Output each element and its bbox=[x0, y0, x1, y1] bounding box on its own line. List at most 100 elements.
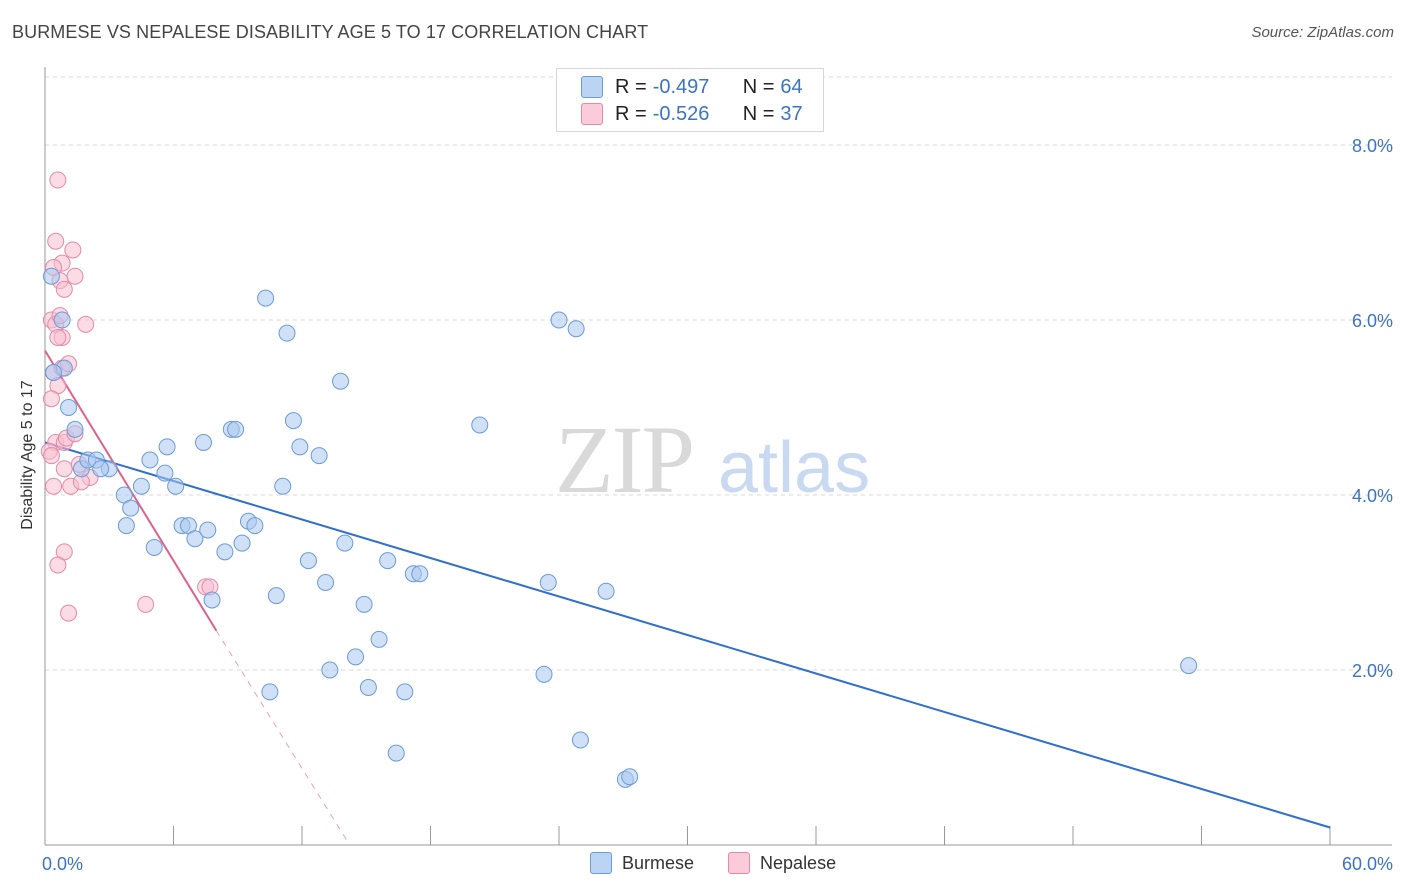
nepalese-point bbox=[49, 556, 67, 574]
burmese-point bbox=[45, 364, 63, 381]
nepalese-point bbox=[49, 329, 67, 346]
legend-item-burmese[interactable]: Burmese bbox=[590, 852, 694, 874]
correlation-legend: R = -0.497 N = 64 R = -0.526 N = 37 bbox=[556, 68, 824, 132]
burmese-point bbox=[355, 595, 373, 613]
series-legend: Burmese Nepalese bbox=[590, 852, 870, 874]
legend-label-nepalese: Nepalese bbox=[760, 852, 837, 873]
burmese-point bbox=[53, 311, 71, 329]
burmese-point bbox=[321, 661, 339, 679]
n-value: 64 bbox=[780, 75, 803, 98]
burmese-point bbox=[471, 416, 489, 434]
burmese-point bbox=[141, 451, 159, 469]
nepalese-swatch bbox=[728, 852, 751, 874]
burmese-point bbox=[132, 477, 150, 495]
burmese-point bbox=[1180, 657, 1198, 675]
x-tick-label: 60.0% bbox=[1342, 854, 1393, 874]
burmese-point bbox=[167, 477, 185, 495]
legend-item-nepalese[interactable]: Nepalese bbox=[728, 852, 836, 874]
nepalese-point bbox=[42, 390, 60, 408]
burmese-point bbox=[370, 630, 388, 648]
y-tick-label: 6.0% bbox=[1352, 311, 1393, 331]
nepalese-swatch bbox=[581, 103, 603, 125]
burmese-point bbox=[317, 574, 335, 591]
watermark-atlas: atlas bbox=[718, 428, 870, 508]
nepalese-points bbox=[40, 171, 219, 622]
nepalese-point bbox=[66, 267, 84, 285]
burmese-point bbox=[267, 587, 285, 605]
nepalese-point bbox=[77, 315, 95, 333]
burmese-point bbox=[227, 420, 245, 438]
r-value: -0.526 bbox=[652, 102, 710, 125]
burmese-trendline bbox=[44, 441, 1331, 829]
burmese-point bbox=[156, 464, 174, 482]
burmese-point bbox=[274, 477, 292, 495]
burmese-point bbox=[359, 679, 377, 696]
burmese-point bbox=[535, 665, 553, 683]
burmese-point bbox=[257, 289, 275, 307]
chart-title: BURMESE VS NEPALESE DISABILITY AGE 5 TO … bbox=[12, 22, 649, 42]
y-tick-label: 8.0% bbox=[1352, 136, 1393, 156]
burmese-point bbox=[186, 530, 204, 548]
x-tick-label: 0.0% bbox=[42, 854, 83, 874]
burmese-point bbox=[597, 582, 615, 600]
burmese-point bbox=[216, 543, 234, 561]
burmese-point bbox=[42, 267, 60, 285]
burmese-point bbox=[567, 320, 585, 338]
nepalese-point bbox=[55, 460, 73, 478]
burmese-point bbox=[387, 744, 405, 762]
burmese-point bbox=[347, 648, 365, 666]
burmese-point bbox=[571, 731, 589, 749]
burmese-point bbox=[122, 499, 140, 517]
y-tick-label: 4.0% bbox=[1352, 486, 1393, 506]
burmese-point bbox=[310, 447, 328, 465]
burmese-points bbox=[42, 267, 1198, 788]
burmese-point bbox=[92, 460, 110, 478]
burmese-point bbox=[233, 534, 251, 552]
watermark-zip: ZIP bbox=[555, 406, 693, 513]
burmese-point bbox=[203, 591, 221, 609]
burmese-point bbox=[332, 372, 350, 390]
n-label: N = bbox=[742, 102, 775, 125]
burmese-point bbox=[60, 399, 78, 416]
burmese-point bbox=[284, 412, 302, 430]
burmese-point bbox=[291, 438, 309, 456]
watermark: ZIP atlas bbox=[555, 406, 870, 513]
burmese-point bbox=[261, 683, 279, 701]
nepalese-trendline-extension bbox=[215, 630, 348, 841]
nepalese-point bbox=[49, 171, 67, 189]
nepalese-point bbox=[137, 595, 155, 613]
nepalese-point bbox=[45, 477, 63, 495]
burmese-point bbox=[199, 521, 217, 539]
y-tick-label: 2.0% bbox=[1352, 661, 1393, 681]
nepalese-point bbox=[64, 241, 82, 259]
burmese-point bbox=[246, 517, 264, 535]
r-value: -0.497 bbox=[652, 75, 710, 98]
burmese-point bbox=[379, 552, 397, 570]
burmese-point bbox=[194, 434, 212, 451]
burmese-point bbox=[411, 565, 429, 583]
burmese-point bbox=[117, 517, 135, 535]
n-label: N = bbox=[742, 75, 775, 98]
r-label: R = bbox=[615, 75, 647, 98]
gridlines bbox=[45, 76, 1392, 671]
burmese-point bbox=[396, 683, 414, 701]
burmese-point bbox=[336, 534, 354, 552]
legend-row-nepalese: R = -0.526 N = 37 bbox=[581, 102, 803, 126]
nepalese-point bbox=[60, 604, 78, 622]
r-label: R = bbox=[615, 102, 647, 125]
nepalese-point bbox=[55, 280, 73, 298]
burmese-point bbox=[299, 552, 317, 570]
burmese-swatch bbox=[581, 76, 603, 98]
legend-row-burmese: R = -0.497 N = 64 bbox=[581, 75, 803, 99]
burmese-point bbox=[278, 324, 296, 342]
legend-label-burmese: Burmese bbox=[622, 852, 695, 873]
burmese-point bbox=[66, 420, 84, 438]
nepalese-point bbox=[47, 232, 65, 250]
burmese-point bbox=[539, 574, 557, 591]
n-value: 37 bbox=[780, 102, 803, 125]
burmese-point bbox=[550, 311, 568, 329]
nepalese-point bbox=[42, 447, 60, 465]
burmese-swatch bbox=[590, 852, 612, 874]
burmese-point bbox=[145, 539, 163, 556]
